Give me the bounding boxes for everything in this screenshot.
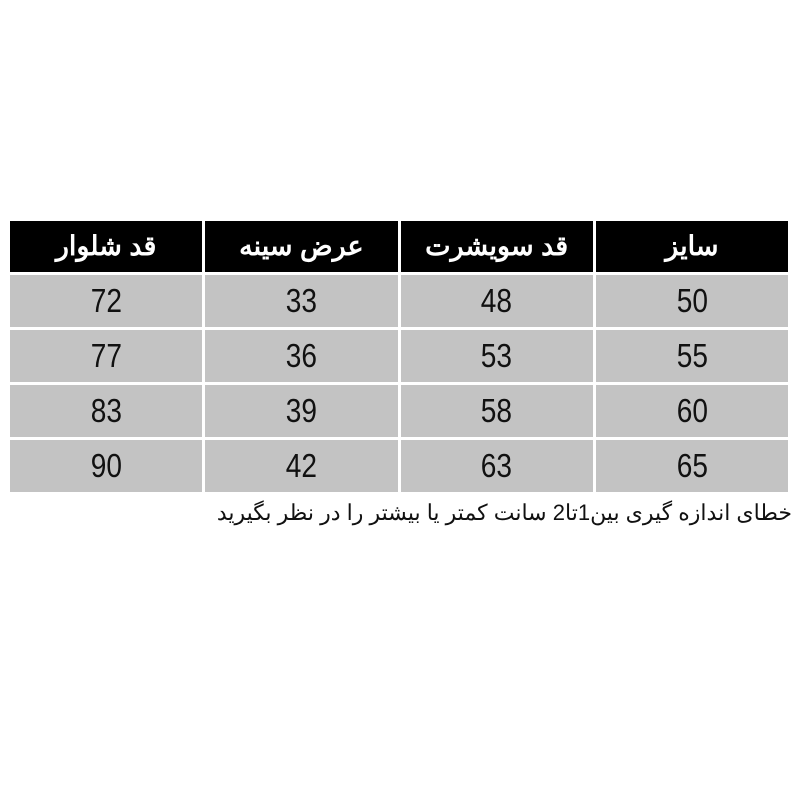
cell-value: 33 <box>285 282 317 319</box>
cell-value: 48 <box>481 282 513 319</box>
table-cell: 90 <box>10 440 203 492</box>
cell-value: 83 <box>90 392 122 429</box>
cell-value: 53 <box>481 337 513 374</box>
table-cell: 55 <box>595 330 788 382</box>
table-cell: 83 <box>10 385 203 437</box>
table-cell: 77 <box>10 330 203 382</box>
cell-value: 65 <box>676 447 708 484</box>
table-cell: 50 <box>595 275 788 327</box>
header-sweatshirt-length: قد سویشرت <box>400 221 593 272</box>
table-cell: 63 <box>400 440 593 492</box>
table-cell: 39 <box>205 385 398 437</box>
cell-value: 60 <box>676 392 708 429</box>
header-size: سایز <box>595 221 788 272</box>
cell-value: 50 <box>676 282 708 319</box>
cell-value: 90 <box>90 447 122 484</box>
cell-value: 36 <box>285 337 317 374</box>
cell-value: 77 <box>90 337 122 374</box>
table-cell: 60 <box>595 385 788 437</box>
table-cell: 42 <box>205 440 398 492</box>
table-cell: 33 <box>205 275 398 327</box>
measurement-error-note: خطای اندازه گیری بین1تا2 سانت کمتر یا بی… <box>216 500 792 525</box>
table-cell: 48 <box>400 275 593 327</box>
cell-value: 63 <box>481 447 513 484</box>
cell-value: 58 <box>481 392 513 429</box>
cell-value: 39 <box>285 392 317 429</box>
table-cell: 65 <box>595 440 788 492</box>
table-cell: 72 <box>10 275 203 327</box>
table-cell: 53 <box>400 330 593 382</box>
cell-value: 42 <box>285 447 317 484</box>
header-pants-length: قد شلوار <box>10 221 203 272</box>
table-cell: 58 <box>400 385 593 437</box>
cell-value: 55 <box>676 337 708 374</box>
table-cell: 36 <box>205 330 398 382</box>
size-chart-table: سایز قد سویشرت عرض سینه قد شلوار 50 48 3… <box>10 221 788 492</box>
cell-value: 72 <box>90 282 122 319</box>
header-chest-width: عرض سینه <box>205 221 398 272</box>
